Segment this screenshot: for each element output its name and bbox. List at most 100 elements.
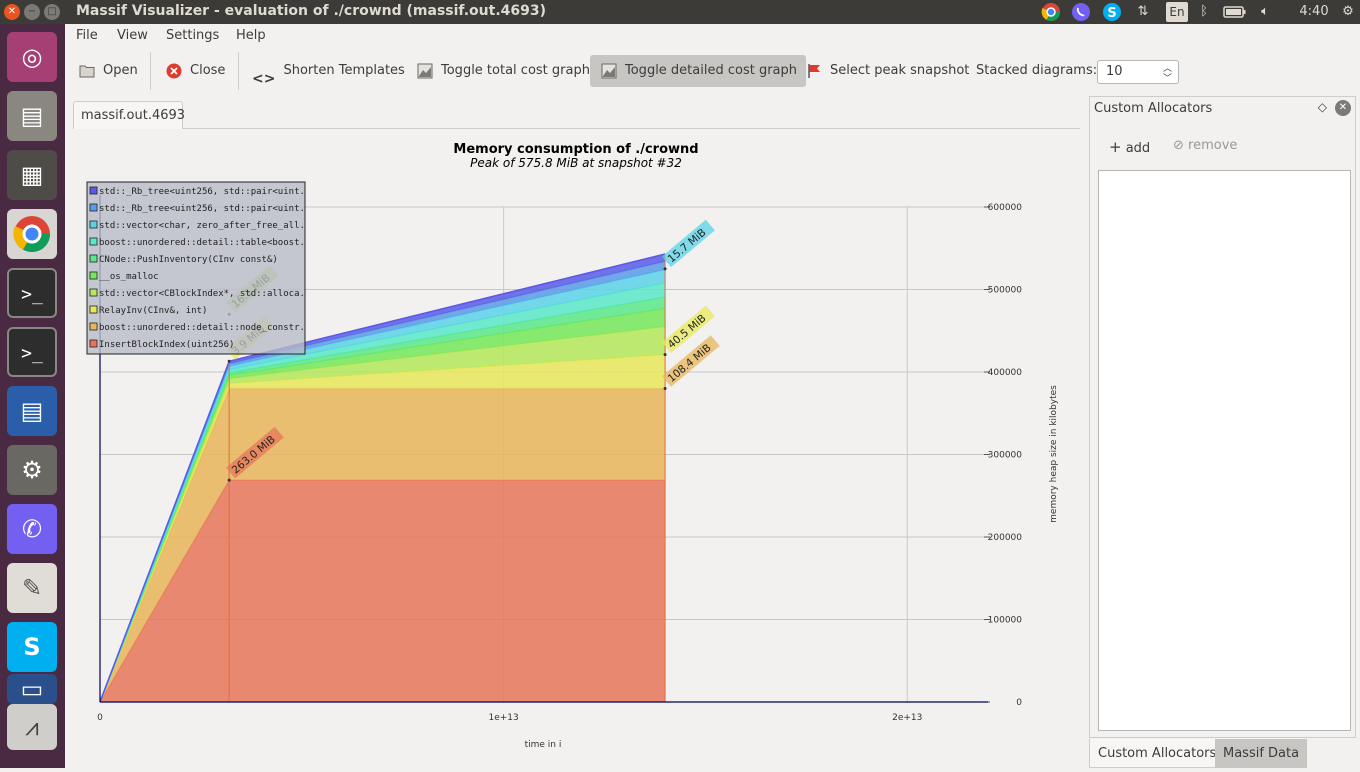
text-editor-icon[interactable]: ✎ [7,563,57,613]
remove-allocator-button[interactable]: ⊘ remove [1173,138,1238,153]
dock-tabs: Custom Allocators Massif Data [1089,739,1360,768]
menu-file[interactable]: File [76,28,98,43]
legend-entry[interactable]: boost::unordered::detail::table<boost. [99,238,305,248]
annotation-bg [226,426,284,479]
title-bar: ✕ − □ Massif Visualizer - evaluation of … [0,0,1360,24]
annotation-point [663,353,667,357]
y-tick-label: 500000 [988,286,1023,296]
menu-help[interactable]: Help [236,28,266,43]
dock-title: Custom Allocators [1094,101,1213,116]
dock-close-icon[interactable]: ✕ [1335,100,1351,116]
window-title: Massif Visualizer - evaluation of ./crow… [76,3,547,19]
legend-entry[interactable]: RelayInv(CInv&, int) [99,306,207,316]
legend-entry[interactable]: boost::unordered::detail::node_constr. [99,323,305,333]
skype-icon[interactable]: S [1101,2,1123,22]
series-area[interactable] [100,480,666,702]
annotation-point [663,387,667,390]
folder-icon [79,65,95,77]
legend-entry[interactable]: std::vector<CBlockIndex*, std::alloca. [99,289,305,299]
terminal-icon[interactable]: >_ [7,327,57,377]
legend-entry[interactable]: std::_Rb_tree<uint256, std::pair<uint. [99,204,305,214]
stacked-diagrams-spinbox[interactable]: 10 ︿ ﹀ [1097,60,1179,84]
flag-icon [808,63,820,78]
toggle-total-cost-button[interactable]: Toggle total cost graph [417,55,590,87]
legend-box [86,181,306,355]
close-button[interactable]: Close [166,55,225,87]
y-tick-label: 0 [1016,698,1022,708]
toggle-detailed-cost-button[interactable]: Toggle detailed cost graph [590,55,807,87]
add-allocator-button[interactable]: + add [1109,138,1151,156]
launcher: ◎ ▤ ▦ >_ >_ ▤ ⚙︎ ✆ ✎ S ▭ ⩘ [0,24,65,768]
plus-icon: + [1109,138,1122,156]
chrome-icon[interactable] [1040,2,1062,22]
massif-visualizer-icon[interactable]: ⩘ [7,704,57,750]
spin-up-icon[interactable]: ︿ [1162,64,1172,74]
y-tick-label: 100000 [988,616,1023,626]
legend-swatch [89,339,98,348]
chrome-icon[interactable] [7,209,57,259]
legend-swatch [89,186,98,195]
toolbar: Open Close <> Shorten Templates Toggle to… [65,48,1360,94]
annotation-point [227,478,231,482]
allocators-list[interactable] [1098,170,1351,731]
menu-settings[interactable]: Settings [166,28,220,43]
bluetooth-icon[interactable]: ᛒ [1200,4,1208,19]
tab-massif-file[interactable]: massif.out.4693 [73,101,185,129]
spin-down-icon[interactable]: ﹀ [1162,74,1172,84]
network-icon[interactable]: ⇅ [1137,4,1149,19]
settings-icon[interactable]: ⚙︎ [7,445,57,495]
shorten-templates-button[interactable]: <> Shorten Templates [252,63,405,87]
menu-view[interactable]: View [117,28,148,43]
legend-entry[interactable]: InsertBlockIndex(uint256) [99,340,234,350]
x-tick-label: 0 [97,713,103,723]
writer-icon[interactable]: ▤ [7,386,57,436]
terminal-icon[interactable]: >_ [7,268,57,318]
legend-entry[interactable]: __os_malloc [99,272,159,282]
legend-entry[interactable]: CNode::PushInventory(CInv const&) [99,255,278,265]
clock[interactable]: 4:40 [1299,4,1329,19]
annotation-bg [662,219,715,268]
annotation-bg [662,305,715,353]
chart-title: Memory consumption of ./crownd [453,142,698,157]
close-icon [166,63,182,78]
legend-swatch [89,305,98,314]
annotation-bg [662,335,720,387]
keyboard-layout[interactable]: En [1166,2,1188,22]
stacked-diagrams-label: Stacked diagrams: [976,63,1098,78]
y-tick-label: 400000 [988,368,1023,378]
ubuntu-dash-icon[interactable]: ◎ [7,32,57,82]
graph-icon [417,63,433,78]
open-button[interactable]: Open [79,55,138,87]
virtualbox-icon[interactable]: ▭ [7,674,57,704]
volume-icon[interactable]: 🔈︎ [1261,4,1269,19]
files-icon[interactable]: ▤ [7,91,57,141]
legend-swatch [89,322,98,331]
legend-entry[interactable]: std::_Rb_tree<uint256, std::pair<uint. [99,187,305,197]
x-tick-label: 1e+13 [489,713,519,723]
select-peak-snapshot-button[interactable]: Select peak snapshot [806,55,969,87]
annotation-point [663,267,667,271]
viber-icon[interactable]: ✆ [7,504,57,554]
annotation: 15.7 MiB [662,219,715,268]
tab-massif-data[interactable]: Massif Data [1215,739,1308,768]
window-maximize-button[interactable]: □ [44,4,60,20]
menu-bar: File View Settings Help [65,24,1360,48]
code-brackets-icon: <> [252,70,276,87]
y-tick-label: 600000 [988,203,1023,213]
viber-icon[interactable] [1070,2,1092,22]
skype-icon[interactable]: S [7,622,57,672]
window-minimize-button[interactable]: − [24,4,40,20]
legend-entry[interactable]: std::vector<char, zero_after_free_all. [99,221,305,231]
dock-float-icon[interactable]: ◇ [1317,100,1327,114]
window-close-button[interactable]: ✕ [4,4,20,20]
tab-custom-allocators[interactable]: Custom Allocators [1089,739,1226,768]
x-axis-label: time in i [525,740,562,750]
gear-icon[interactable]: ⚙︎ [1342,4,1354,19]
legend-swatch [89,254,98,263]
calculator-icon[interactable]: ▦ [7,150,57,200]
legend-swatch [89,288,98,297]
battery-icon[interactable] [1222,2,1248,22]
y-tick-label: 300000 [988,451,1023,461]
